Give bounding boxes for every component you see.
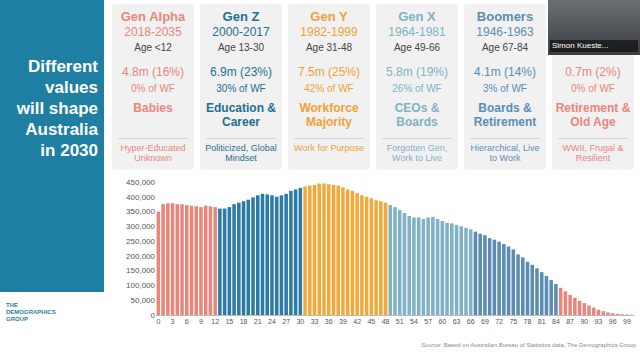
svg-text:350,000: 350,000 bbox=[126, 207, 155, 216]
html-text:2000-2017: 2000-2017 bbox=[212, 25, 270, 39]
svg-text:93: 93 bbox=[595, 318, 603, 325]
html-text:Gen Y: Gen Y bbox=[310, 9, 348, 24]
svg-text:42: 42 bbox=[353, 318, 361, 325]
svg-text:84: 84 bbox=[552, 318, 560, 325]
html-text:Age 31-48: Age 31-48 bbox=[305, 42, 353, 53]
svg-text:45: 45 bbox=[367, 318, 375, 325]
svg-text:200,000: 200,000 bbox=[126, 252, 155, 261]
html-text:7.5m (25%): 7.5m (25%) bbox=[298, 65, 360, 79]
html-text:Gen X: Gen X bbox=[398, 9, 436, 24]
svg-text:300,000: 300,000 bbox=[126, 222, 155, 231]
html-text:values: values bbox=[45, 78, 98, 97]
svg-text:150,000: 150,000 bbox=[126, 266, 155, 275]
html-text:4.8m (16%): 4.8m (16%) bbox=[122, 65, 184, 79]
svg-text:0: 0 bbox=[151, 311, 156, 320]
svg-text:24: 24 bbox=[268, 318, 276, 325]
html-text:2018-2035: 2018-2035 bbox=[124, 25, 182, 39]
svg-text:15: 15 bbox=[225, 318, 233, 325]
html-text:DEMOGRAPHICS: DEMOGRAPHICS bbox=[6, 309, 56, 315]
html-text:0.7m (2%): 0.7m (2%) bbox=[565, 65, 621, 79]
svg-text:63: 63 bbox=[453, 318, 461, 325]
html-text:30% of WF: 30% of WF bbox=[216, 83, 266, 94]
html-text:THE: THE bbox=[6, 302, 18, 308]
svg-text:48: 48 bbox=[382, 318, 390, 325]
svg-text:81: 81 bbox=[538, 318, 546, 325]
svg-text:96: 96 bbox=[609, 318, 617, 325]
html-text:Hyper-Educated Unknown: Hyper-Educated Unknown bbox=[120, 143, 186, 164]
svg-text:75: 75 bbox=[509, 318, 517, 325]
svg-text:60: 60 bbox=[438, 318, 446, 325]
html-text:5.8m (19%): 5.8m (19%) bbox=[386, 65, 448, 79]
html-text:Babies: Babies bbox=[133, 101, 173, 115]
html-text:CEOs & Boards: CEOs & Boards bbox=[394, 101, 440, 129]
html-text:Boomers: Boomers bbox=[476, 9, 534, 24]
svg-text:90: 90 bbox=[580, 318, 588, 325]
svg-text:87: 87 bbox=[566, 318, 574, 325]
html-text:4.1m (14%): 4.1m (14%) bbox=[474, 65, 536, 79]
html-text:in 2030: in 2030 bbox=[40, 141, 98, 160]
svg-text:54: 54 bbox=[410, 318, 418, 325]
svg-text:12: 12 bbox=[211, 318, 219, 325]
html-text:Australia: Australia bbox=[25, 120, 98, 139]
html-text:Forgotten Gen, Work to Live: Forgotten Gen, Work to Live bbox=[386, 143, 448, 164]
html-text:Age 49-66: Age 49-66 bbox=[393, 42, 441, 53]
svg-text:66: 66 bbox=[467, 318, 475, 325]
svg-text:33: 33 bbox=[311, 318, 319, 325]
html-text:26% of WF: 26% of WF bbox=[392, 83, 442, 94]
html-text:Age <12: Age <12 bbox=[134, 42, 172, 53]
html-text:1982-1999: 1982-1999 bbox=[300, 25, 358, 39]
svg-text:400,000: 400,000 bbox=[126, 193, 155, 202]
svg-text:51: 51 bbox=[396, 318, 404, 325]
svg-text:69: 69 bbox=[481, 318, 489, 325]
svg-text:9: 9 bbox=[199, 318, 203, 325]
html-text:Hierarchical, Live to Work: Hierarchical, Live to Work bbox=[470, 143, 540, 164]
html-text:Simon Kueste...: Simon Kueste... bbox=[552, 41, 609, 50]
html-text:0% of WF: 0% of WF bbox=[571, 83, 615, 94]
html-text:Gen Alpha: Gen Alpha bbox=[120, 9, 186, 24]
html-text:Work for Purpose: Work for Purpose bbox=[294, 143, 364, 153]
svg-text:100,000: 100,000 bbox=[126, 281, 155, 290]
svg-text:6: 6 bbox=[185, 318, 189, 325]
svg-text:36: 36 bbox=[325, 318, 333, 325]
svg-text:27: 27 bbox=[282, 318, 290, 325]
html-text:Age 13-30: Age 13-30 bbox=[217, 42, 265, 53]
html-text:Different: Different bbox=[28, 57, 98, 76]
svg-text:99: 99 bbox=[623, 318, 631, 325]
html-text:Gen Z: Gen Z bbox=[222, 9, 260, 24]
svg-text:450,000: 450,000 bbox=[126, 178, 155, 187]
html-text:Politicized, Global Mindset: Politicized, Global Mindset bbox=[205, 143, 277, 164]
html-text:0% of WF: 0% of WF bbox=[131, 83, 175, 94]
html-text:GROUP: GROUP bbox=[6, 316, 28, 322]
html-text:WWII, Frugal & Resilient: WWII, Frugal & Resilient bbox=[562, 143, 624, 164]
html-text:6.9m (23%): 6.9m (23%) bbox=[210, 65, 272, 79]
html-text:Source: Based on Australian Bu: Source: Based on Australian Bureau of St… bbox=[421, 342, 636, 348]
html-text:1946-1963: 1946-1963 bbox=[476, 25, 534, 39]
html-text:Education & Career: Education & Career bbox=[206, 101, 276, 129]
svg-text:18: 18 bbox=[240, 318, 248, 325]
svg-text:21: 21 bbox=[254, 318, 262, 325]
svg-text:78: 78 bbox=[524, 318, 532, 325]
html-text:Age 67-84: Age 67-84 bbox=[481, 42, 529, 53]
html-text:1964-1981: 1964-1981 bbox=[388, 25, 446, 39]
svg-text:3: 3 bbox=[171, 318, 175, 325]
html-text:will shape: will shape bbox=[16, 99, 98, 118]
svg-text:57: 57 bbox=[424, 318, 432, 325]
html-text:Workforce Majority: Workforce Majority bbox=[299, 101, 359, 129]
html-text:Boards & Retirement: Boards & Retirement bbox=[473, 101, 537, 129]
html-text:3% of WF: 3% of WF bbox=[483, 83, 527, 94]
svg-text:30: 30 bbox=[296, 318, 304, 325]
html-text:42% of WF: 42% of WF bbox=[304, 83, 354, 94]
svg-text:50,000: 50,000 bbox=[131, 296, 156, 305]
svg-text:250,000: 250,000 bbox=[126, 237, 155, 246]
html-text:Retirement & Old Age: Retirement & Old Age bbox=[555, 101, 631, 129]
svg-text:39: 39 bbox=[339, 318, 347, 325]
svg-text:0: 0 bbox=[156, 318, 160, 325]
svg-text:72: 72 bbox=[495, 318, 503, 325]
